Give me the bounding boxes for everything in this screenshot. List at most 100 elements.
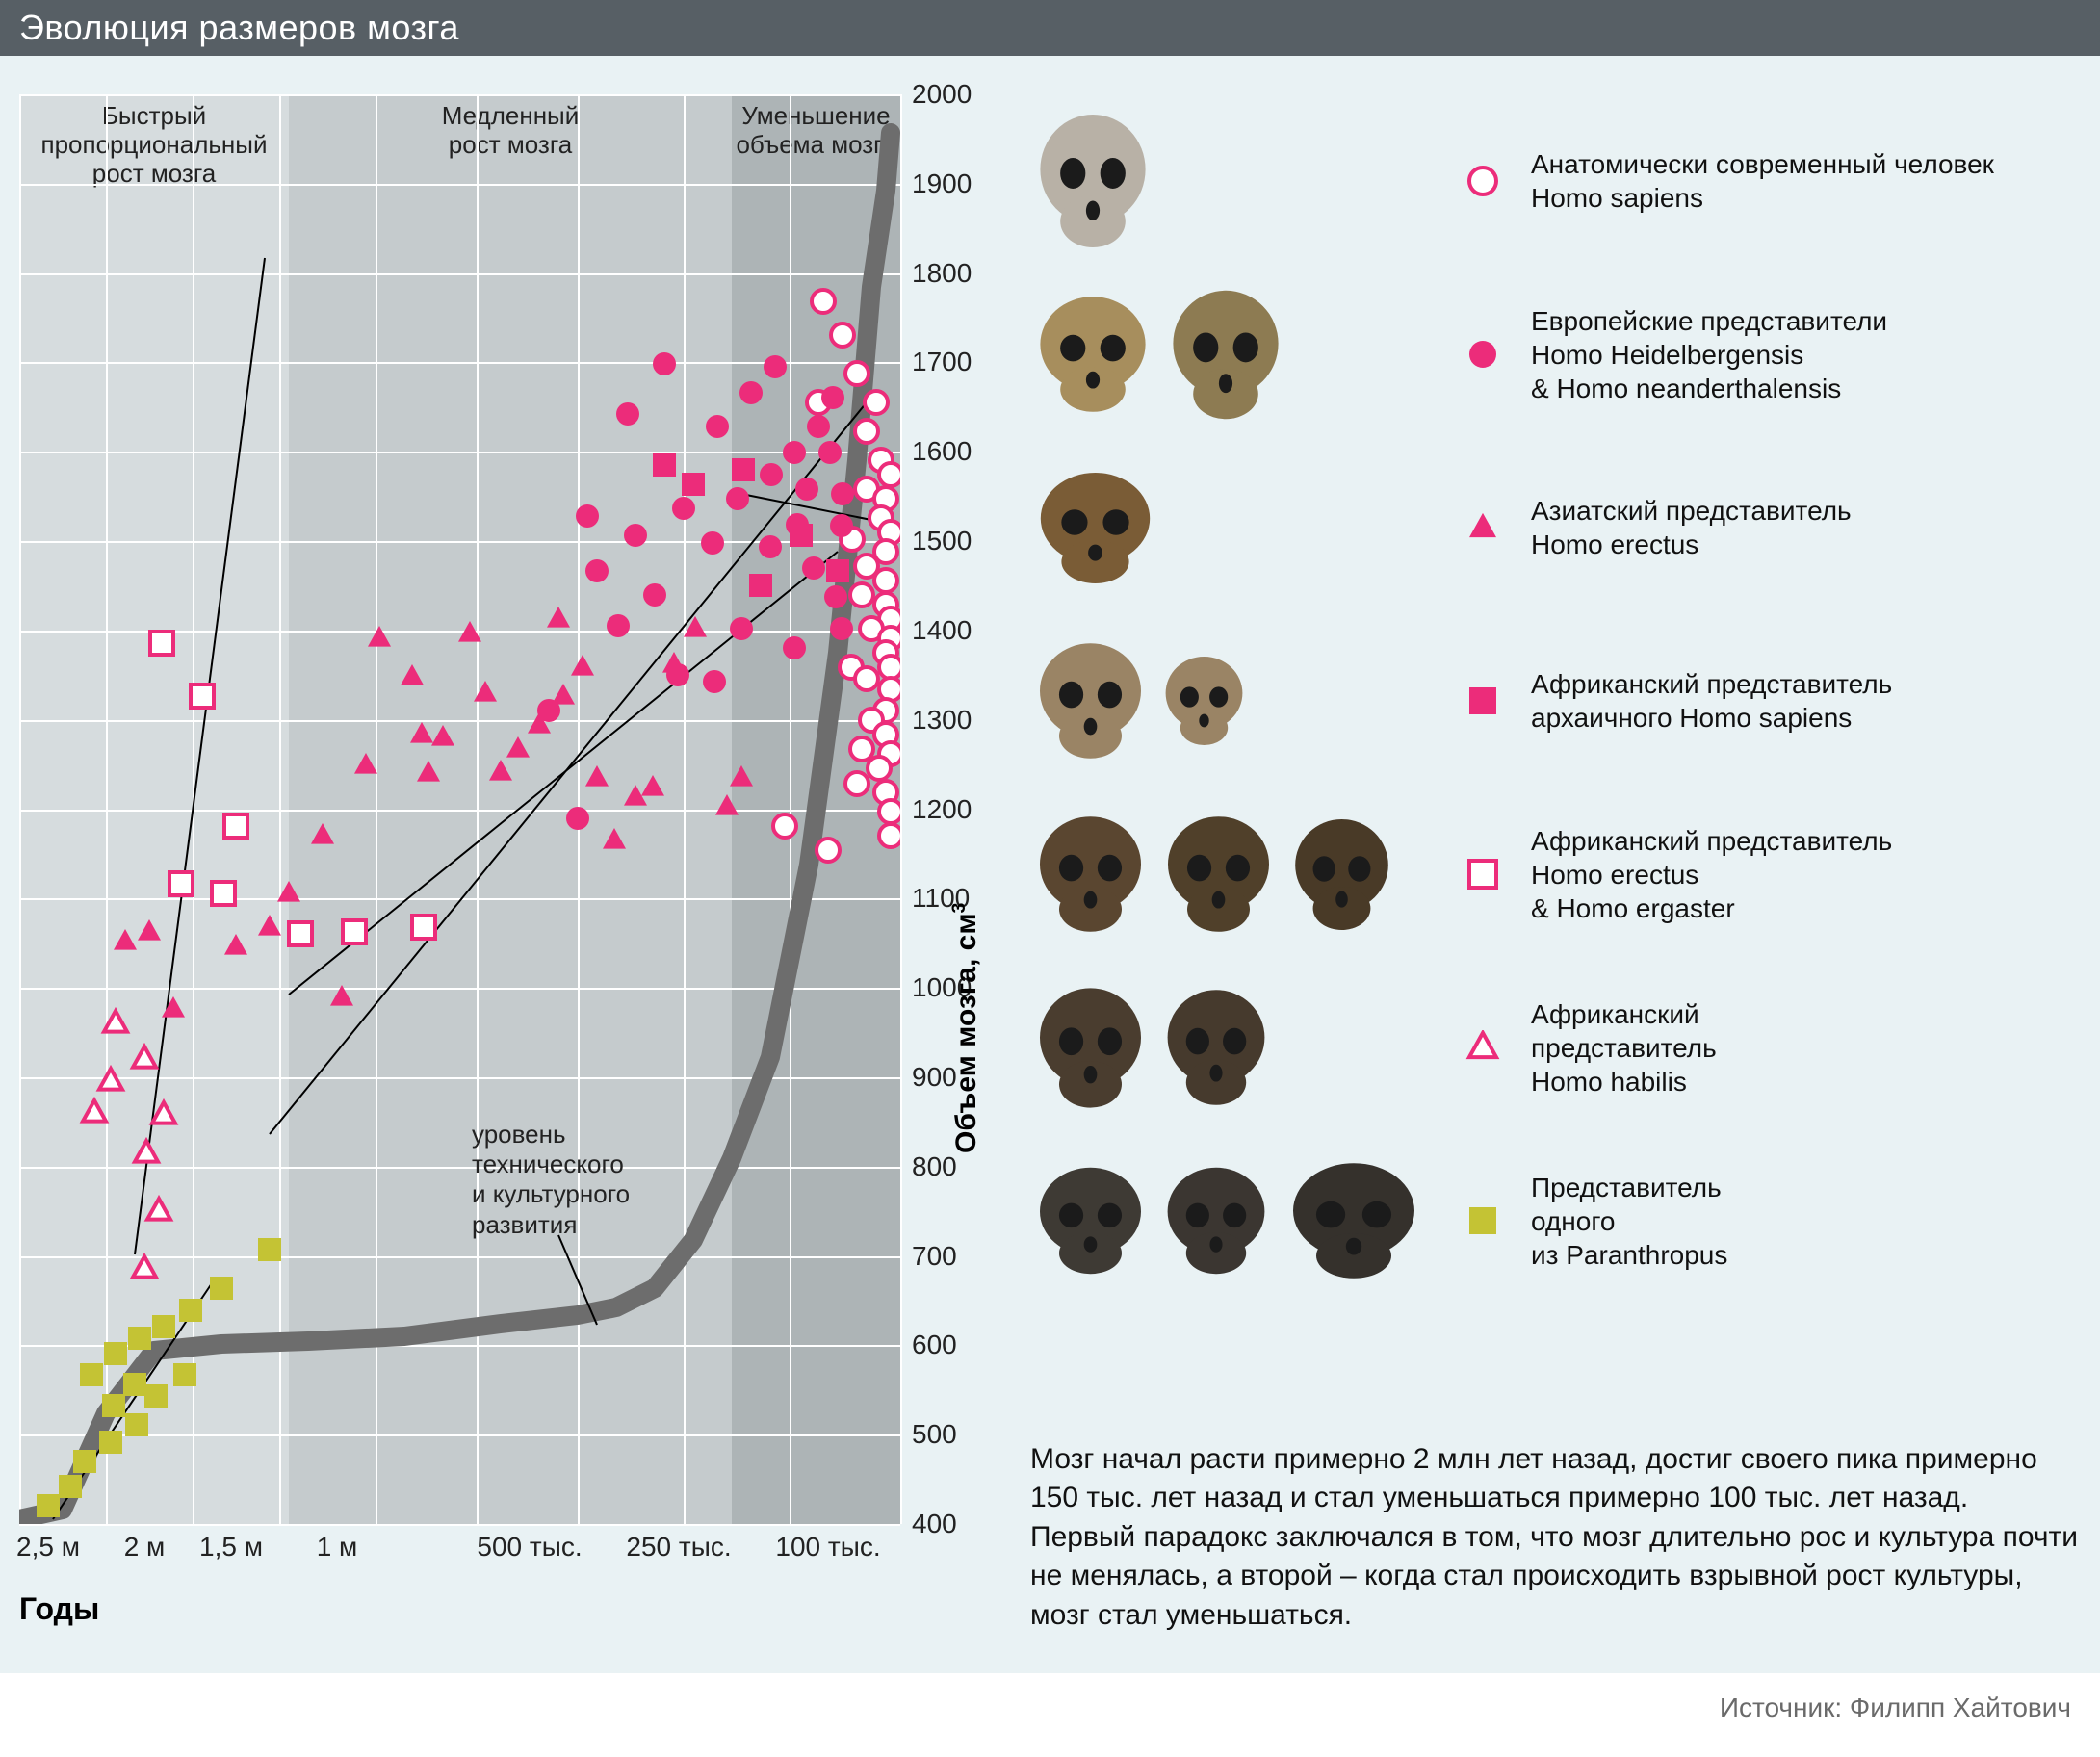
skull-icon	[1030, 292, 1155, 417]
legend-marker	[1464, 337, 1502, 372]
legend-row: Европейские представителиHomo Heidelberg…	[1030, 277, 2081, 431]
y-tick: 400	[912, 1509, 957, 1539]
legend-marker	[1464, 684, 1502, 718]
y-tick: 1900	[912, 168, 972, 199]
y-tick: 1300	[912, 705, 972, 736]
legend: Анатомически современный человекHomo sap…	[1030, 104, 2081, 1298]
y-tick: 1500	[912, 526, 972, 556]
skull-icon	[1163, 285, 1288, 425]
hgrid-line	[19, 452, 900, 453]
legend-row: Представительодногоиз Paranthropus	[1030, 1144, 2081, 1298]
legend-label: Представительодногоиз Paranthropus	[1531, 1171, 1727, 1272]
legend-row: Африканский представительархаичного Homo…	[1030, 624, 2081, 778]
skull-icon	[1030, 983, 1151, 1113]
hgrid-line	[19, 1345, 900, 1347]
y-tick: 700	[912, 1241, 957, 1272]
skull-icon	[1158, 653, 1250, 749]
legend-marker-icon	[1465, 684, 1500, 718]
caption-text: Мозг начал расти примерно 2 млн лет наза…	[1030, 1440, 2081, 1636]
hgrid-line	[19, 988, 900, 990]
hgrid-line	[19, 541, 900, 543]
legend-marker-icon	[1465, 510, 1500, 545]
y-tick: 1200	[912, 794, 972, 825]
y-tick: 600	[912, 1330, 957, 1360]
skull-icon	[1158, 1163, 1274, 1279]
skull-icon	[1286, 814, 1397, 935]
hgrid-line	[19, 631, 900, 633]
hgrid-line	[19, 1077, 900, 1079]
legend-marker-icon	[1465, 857, 1500, 891]
hgrid-line	[19, 273, 900, 275]
y-tick: 800	[912, 1151, 957, 1182]
skull-icon	[1030, 1163, 1151, 1279]
hgrid-line	[19, 1167, 900, 1169]
x-tick: 100 тыс.	[775, 1532, 880, 1563]
x-tick: 2,5 м	[16, 1532, 80, 1563]
skull-group	[1030, 812, 1435, 937]
legend-row: Азиатский представительHomo erectus	[1030, 451, 2081, 605]
hgrid-line	[19, 94, 900, 96]
skull-group	[1030, 638, 1435, 763]
chart-column: Быстрыйпропорциональныйрост мозгаМедленн…	[19, 94, 1001, 1635]
skull-icon	[1030, 638, 1151, 763]
legend-row: АфриканскийпредставительHomo habilis	[1030, 970, 2081, 1124]
hgrid-line	[19, 898, 900, 900]
source-credit: Источник: Филипп Хайтович	[0, 1673, 2100, 1733]
skull-icon	[1030, 109, 1155, 253]
hgrid-line	[19, 720, 900, 722]
page-header: Эволюция размеров мозга	[0, 0, 2100, 56]
legend-marker-icon	[1465, 164, 1500, 198]
skull-group	[1030, 285, 1435, 425]
x-axis: 2,5 м 2 м 1,5 м 1 м 500 тыс. 250 тыс. 100 тыс.	[19, 1524, 900, 1572]
skull-icon	[1158, 812, 1279, 937]
y-axis: 4005006007008009001000110012001300140015…	[900, 94, 1001, 1524]
x-tick: 250 тыс.	[626, 1532, 731, 1563]
skull-group	[1030, 983, 1435, 1113]
legend-marker	[1464, 1203, 1502, 1238]
x-tick: 1,5 м	[199, 1532, 263, 1563]
page-title: Эволюция размеров мозга	[19, 8, 2081, 48]
y-tick: 1800	[912, 258, 972, 289]
band-label: Медленныйрост мозга	[289, 102, 732, 160]
legend-marker-icon	[1465, 1203, 1500, 1238]
y-axis-title: Объем мозга, см3	[948, 903, 983, 1153]
skull-icon	[1030, 468, 1160, 588]
tech-curve-label: уровеньтехническогои культурногоразвития	[472, 1120, 630, 1240]
legend-marker	[1464, 1030, 1502, 1065]
y-tick: 2000	[912, 79, 972, 110]
content-area: Быстрыйпропорциональныйрост мозгаМедленн…	[0, 56, 2100, 1673]
legend-label: АфриканскийпредставительHomo habilis	[1531, 997, 1717, 1098]
hgrid-line	[19, 184, 900, 186]
plot-area: Быстрыйпропорциональныйрост мозгаМедленн…	[19, 94, 900, 1524]
legend-marker-icon	[1465, 337, 1500, 372]
legend-marker-icon	[1465, 1030, 1500, 1065]
band-label: Уменьшениеобъема мозга	[732, 102, 900, 160]
right-column: Анатомически современный человекHomo sap…	[1030, 94, 2081, 1635]
legend-marker	[1464, 857, 1502, 891]
skull-group	[1030, 109, 1435, 253]
legend-row: Африканский представительHomo erectus& H…	[1030, 797, 2081, 951]
legend-label: Африканский представительархаичного Homo…	[1531, 667, 1892, 735]
hgrid-line	[19, 1434, 900, 1436]
y-tick: 500	[912, 1419, 957, 1450]
y-tick: 1700	[912, 347, 972, 377]
legend-label: Азиатский представительHomo erectus	[1531, 494, 1852, 561]
skull-icon	[1030, 812, 1151, 937]
legend-label: Анатомически современный человекHomo sap…	[1531, 147, 1994, 215]
legend-row: Анатомически современный человекHomo sap…	[1030, 104, 2081, 258]
legend-marker	[1464, 510, 1502, 545]
x-axis-title: Годы	[19, 1591, 99, 1627]
chart-box: Быстрыйпропорциональныйрост мозгаМедленн…	[19, 94, 1001, 1635]
y-tick: 1600	[912, 436, 972, 467]
y-tick: 1400	[912, 615, 972, 646]
skull-group	[1030, 1158, 1435, 1283]
x-tick: 2 м	[124, 1532, 166, 1563]
legend-marker	[1464, 164, 1502, 198]
skull-icon	[1158, 985, 1274, 1110]
band-label: Быстрыйпропорциональныйрост мозга	[19, 102, 289, 189]
legend-label: Европейские представителиHomo Heidelberg…	[1531, 304, 1887, 405]
legend-label: Африканский представительHomo erectus& H…	[1531, 824, 1892, 925]
x-tick: 500 тыс.	[477, 1532, 582, 1563]
x-tick: 1 м	[317, 1532, 358, 1563]
hgrid-line	[19, 362, 900, 364]
